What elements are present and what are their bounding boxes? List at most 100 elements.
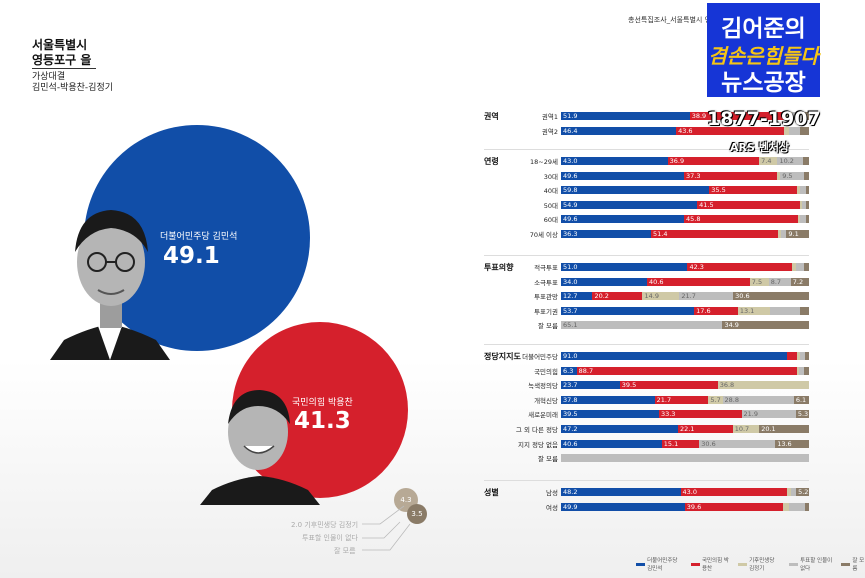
bar-segment [802,157,809,165]
bar-segment [788,126,801,135]
bubble-value-ppp: 41.3 [294,408,351,434]
bar-value-label: 51.4 [653,230,668,238]
bar-value-label: 10.2 [779,157,794,165]
bar-segment [778,230,782,238]
row-label: 소극투표 [534,278,558,287]
bar-segment: 46.4 [561,126,677,135]
row-label: 국민의힘 [534,367,558,376]
bar-value-label: 91.0 [563,352,578,360]
bar-segment [796,263,804,271]
stacked-bar: 39.5 33.3 21.9 5.3 [561,410,809,419]
bar-segment [804,502,809,511]
stacked-bar: 49.6 37.3 9.5 [561,171,809,180]
row-label: 투표관망 [534,293,558,302]
bar-segment: 13.6 [775,439,809,448]
section-title: 투표의향 [484,263,514,272]
bubble-value-no-candidate: 4.3 [400,496,412,504]
bar-value-label: 12.7 [563,292,578,301]
bar-segment: 6.3 [561,366,577,375]
bar-value-label: 33.3 [660,410,676,419]
bar-segment: 88.7 [576,366,797,375]
bar-segment: 10.2 [777,157,803,165]
bar-value-label: 46.4 [563,126,578,135]
bar-segment: 49.9 [561,502,685,511]
bar-segment: 8.7 [768,277,791,286]
bar-value-label: 51.9 [563,112,578,120]
row-label: 잘 모름 [537,455,558,464]
bar-segment: 10.7 [732,425,760,433]
bar-value-label: 7.4 [761,157,772,165]
bar-value-label: 43.0 [563,157,578,165]
bar-segment: 38.9 [689,112,787,120]
other-label-no-candidate: 투표할 인물이 없다 [302,534,358,542]
stacked-bar: 23.7 39.5 36.8 [561,381,809,390]
bar-value-label: 9.5 [782,171,793,180]
bar-segment: 65.1 [561,321,723,330]
logo-line-3: 뉴스공장 [721,70,806,96]
bubble-leader-lines [362,505,411,551]
bar-segment: 43.0 [680,488,788,496]
bar-segment [791,112,802,120]
matchup-line-2: 김민석-박용찬-김정기 [32,83,114,93]
legend-label-dem: 더불어민주당 김민석 [647,558,678,572]
legend-label-ppp: 국민의힘 박용찬 [701,558,729,572]
row-label: 새로운미래 [528,411,558,420]
bar-value-label: 9.1 [788,230,799,238]
region-line-1: 서울특별시 [32,38,88,52]
bar-segment: 5.3 [795,410,809,419]
bar-segment [801,112,809,120]
bar-value-label: 20.1 [761,425,776,433]
bar-value-label: 59.8 [563,186,578,195]
bar-segment: 34.0 [561,277,648,286]
row-label: 그 외 다른 정당 [515,426,558,434]
bar-segment [802,200,807,209]
stacked-bar: 91.0 [561,352,809,360]
bar-segment: 13.1 [737,306,771,315]
bar-value-label: 5.3 [797,410,809,419]
logo-line-1: 김어준의 [721,16,806,42]
bar-segment: 5.7 [708,395,723,404]
bar-segment: 5.2 [796,488,809,496]
stacked-bar: 37.8 21.7 5.7 28.8 6.1 [561,395,809,404]
section-title: 권역 [484,112,499,121]
header-note: 총선특집조사_서울특별시 영 [628,16,712,24]
row-label: 18~29세 [530,158,558,166]
bar-value-label: 35.5 [711,186,726,195]
row-label: 70세 이상 [529,231,558,239]
bar-segment: 17.6 [694,306,738,315]
bar-segment [792,263,797,271]
row-label: 투표기권 [534,307,558,316]
bar-segment [776,171,781,180]
bar-segment [797,215,801,224]
bar-value-label: 49.9 [563,502,578,511]
stacked-bar: 12.7 20.2 14.9 21.7 30.6 [561,292,809,301]
stacked-bar: 6.3 88.7 [561,366,809,375]
bar-segment: 47.2 [561,425,678,433]
stacked-bar: 40.6 15.1 30.6 13.6 [561,439,809,448]
bar-value-label: 47.2 [563,425,578,433]
candidate-portrait-dem [50,210,170,360]
matchup-line-1: 가상대결 [32,72,66,82]
bar-segment: 33.3 [658,410,742,419]
legend-item-ppp: 국민의힘 박용찬 [690,556,730,572]
bar-segment [803,171,809,180]
bar-segment [805,215,809,224]
bar-segment: 30.6 [733,292,809,301]
bar-value-label: 34.9 [724,321,739,330]
bar-value-label: 6.1 [795,395,807,404]
row-label: 잘 모름 [537,322,558,331]
bar-segment: 36.3 [561,230,652,238]
bar-segment: 37.3 [684,171,777,180]
stacked-bar: 51.0 42.3 [561,263,809,271]
stacked-bar: 53.7 17.6 13.1 [561,306,809,315]
bar-segment: 9.5 [780,171,804,180]
bar-value-label: 13.1 [739,306,755,315]
bar-value-label: 8.7 [770,277,782,286]
bar-segment [800,352,806,360]
row-label: 지지 정당 없음 [517,440,558,449]
bar-segment: 30.6 [699,439,776,448]
bar-segment [800,306,809,315]
stacked-bar: 49.9 39.6 [561,502,809,511]
bar-segment: 28.8 [722,395,794,404]
bar-segment [786,112,792,120]
